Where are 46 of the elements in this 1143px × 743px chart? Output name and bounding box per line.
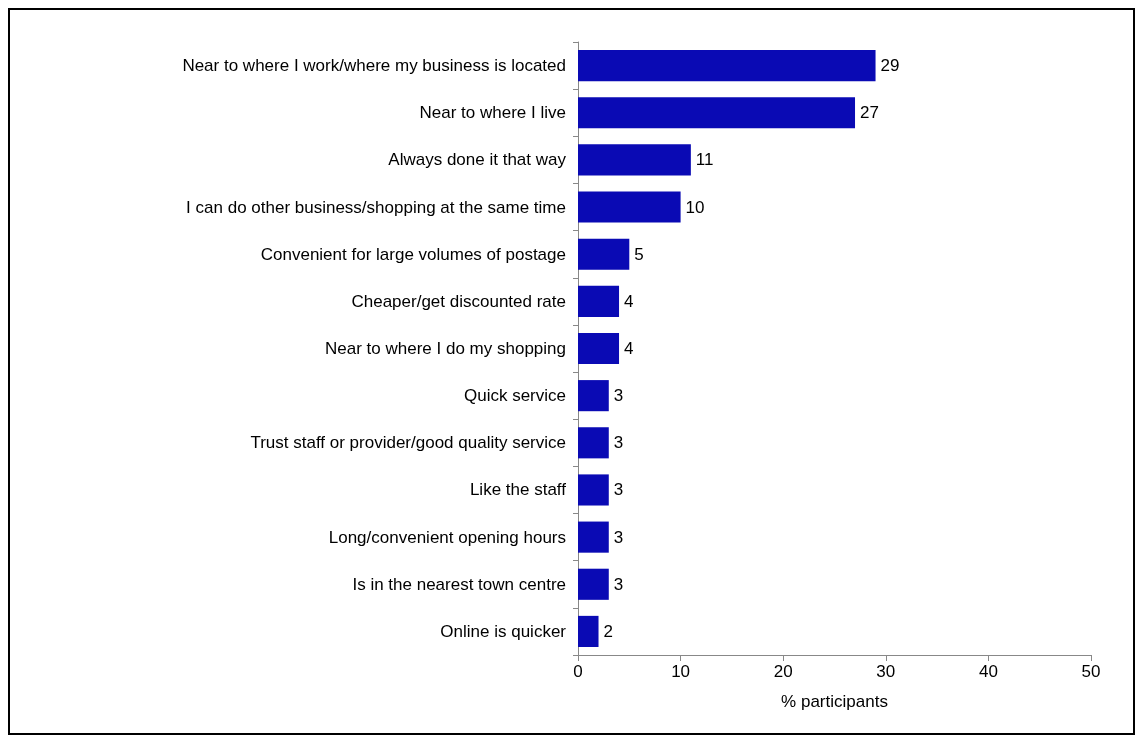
x-tick-label: 30 (876, 662, 896, 681)
data-label: 29 (880, 56, 900, 76)
y-tick-label: Near to where I work/where my business is located (182, 56, 566, 76)
y-tick-label: Quick service (463, 386, 566, 406)
data-label: 3 (613, 386, 624, 406)
data-label: 3 (613, 480, 624, 500)
bar (578, 332, 620, 365)
y-tick-label: Convenient for large volumes of postage (260, 244, 566, 264)
x-axis-title: % participants (781, 692, 888, 711)
data-label: 3 (613, 527, 624, 547)
bar (578, 285, 620, 317)
x-tick-label: 10 (671, 662, 691, 681)
y-tick-label: Long/convenient opening hours (328, 527, 566, 547)
data-label: 3 (613, 574, 624, 594)
bar (578, 521, 609, 553)
y-tick-label: Near to where I live (419, 103, 566, 123)
bar (578, 427, 609, 459)
y-tick-label: I can do other business/shopping at the same time (186, 197, 566, 217)
data-label: 11 (695, 150, 714, 170)
y-tick-label: Near to where I do my shopping (325, 339, 566, 358)
y-tick-label: Cheaper/get discounted rate (351, 291, 566, 311)
bar (578, 144, 691, 176)
y-tick-label: Trust staff or provider/good quality service (250, 433, 566, 453)
bar (578, 191, 681, 223)
data-label: 2 (603, 621, 613, 641)
x-tick-label: 0 (573, 662, 583, 681)
y-tick-label: Always done it that way (388, 150, 567, 170)
bar (578, 50, 876, 82)
bar (578, 238, 630, 270)
bar (578, 568, 609, 600)
x-tick-label: 50 (1081, 662, 1101, 681)
data-label: 3 (613, 433, 624, 453)
data-label: 5 (634, 244, 644, 264)
y-tick-label: Like the staff (469, 480, 567, 500)
data-label: 27 (860, 103, 879, 123)
x-tick-label: 20 (773, 662, 793, 681)
bar (578, 97, 856, 129)
y-tick-label: Online is quicker (440, 621, 567, 641)
x-tick-label: 40 (978, 662, 998, 681)
bar (578, 380, 609, 412)
bar (578, 474, 609, 506)
data-label: 4 (624, 339, 634, 358)
bar (578, 615, 599, 647)
y-tick-label: Is in the nearest town centre (352, 574, 566, 594)
data-label: 10 (685, 197, 705, 217)
data-label: 4 (624, 291, 634, 311)
